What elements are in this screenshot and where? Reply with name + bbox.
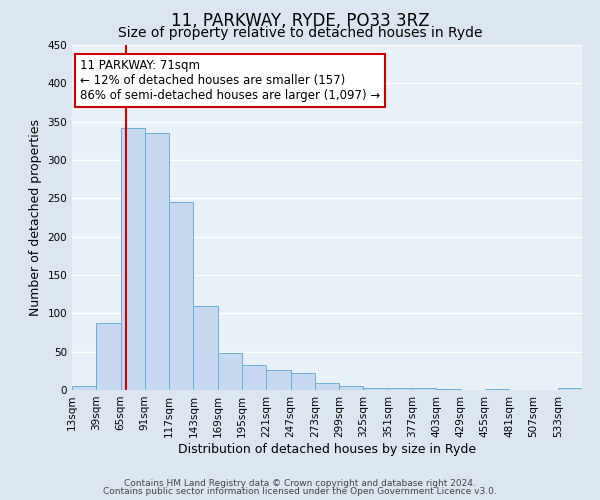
Bar bbox=[558, 388, 582, 390]
Text: Size of property relative to detached houses in Ryde: Size of property relative to detached ho… bbox=[118, 26, 482, 40]
Bar bbox=[364, 388, 388, 390]
Bar bbox=[72, 386, 96, 390]
Text: Contains HM Land Registry data © Crown copyright and database right 2024.: Contains HM Land Registry data © Crown c… bbox=[124, 478, 476, 488]
Bar bbox=[485, 389, 509, 390]
Bar bbox=[121, 128, 145, 390]
Bar bbox=[412, 388, 436, 390]
Y-axis label: Number of detached properties: Number of detached properties bbox=[29, 119, 42, 316]
Bar bbox=[315, 383, 339, 390]
Bar bbox=[266, 370, 290, 390]
Bar bbox=[290, 373, 315, 390]
Bar bbox=[388, 388, 412, 390]
Bar bbox=[96, 322, 121, 390]
Bar bbox=[169, 202, 193, 390]
Text: 11 PARKWAY: 71sqm
← 12% of detached houses are smaller (157)
86% of semi-detache: 11 PARKWAY: 71sqm ← 12% of detached hous… bbox=[80, 59, 380, 102]
Text: 11, PARKWAY, RYDE, PO33 3RZ: 11, PARKWAY, RYDE, PO33 3RZ bbox=[170, 12, 430, 30]
Bar bbox=[145, 133, 169, 390]
Bar bbox=[242, 366, 266, 390]
Bar bbox=[218, 353, 242, 390]
Bar bbox=[193, 306, 218, 390]
Bar bbox=[436, 389, 461, 390]
X-axis label: Distribution of detached houses by size in Ryde: Distribution of detached houses by size … bbox=[178, 442, 476, 456]
Bar bbox=[339, 386, 364, 390]
Text: Contains public sector information licensed under the Open Government Licence v3: Contains public sector information licen… bbox=[103, 487, 497, 496]
